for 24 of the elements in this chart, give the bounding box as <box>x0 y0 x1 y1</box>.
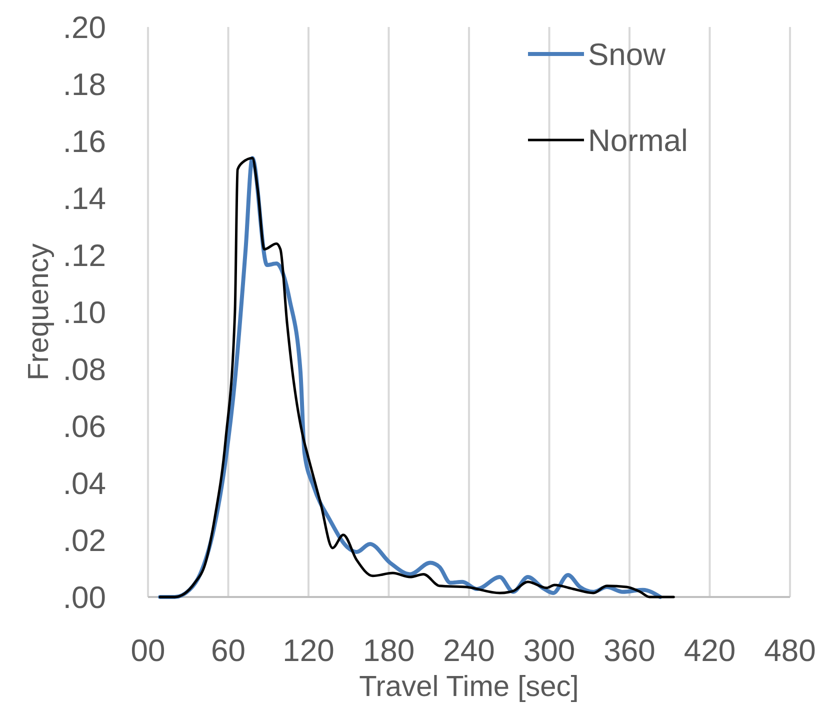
y-tick-label: .04 <box>62 466 106 501</box>
y-tick-label: .02 <box>62 522 106 558</box>
y-tick-label: .12 <box>62 238 106 273</box>
legend-label: Normal <box>588 122 688 158</box>
x-tick-label: 420 <box>684 633 736 668</box>
x-tick-label: 180 <box>362 633 415 668</box>
x-tick-label: 00 <box>130 633 166 668</box>
x-axis-title: Travel Time [sec] <box>359 671 579 703</box>
y-tick-label: .10 <box>62 294 106 330</box>
y-tick-label: .18 <box>62 66 106 102</box>
x-tick-label: 120 <box>282 633 334 668</box>
x-tick-label: 480 <box>764 633 816 668</box>
x-tick-label: 240 <box>443 633 495 668</box>
x-tick-label: 300 <box>523 633 576 668</box>
y-tick-label: .06 <box>62 408 106 444</box>
y-tick-label: .14 <box>62 180 106 216</box>
x-tick-label: 360 <box>604 633 656 668</box>
y-tick-label: .00 <box>62 580 106 615</box>
x-tick-label: 60 <box>211 633 246 668</box>
y-tick-label: .20 <box>62 10 106 45</box>
y-tick-label: .08 <box>62 352 106 387</box>
y-tick-label: .16 <box>62 124 106 159</box>
legend-label: Snow <box>588 36 666 72</box>
y-axis-title: Frequency <box>23 242 55 381</box>
